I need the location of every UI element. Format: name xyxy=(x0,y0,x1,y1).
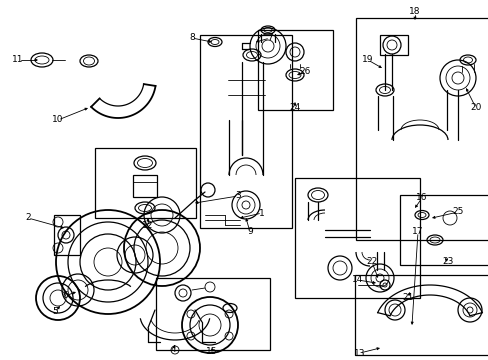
Text: 10: 10 xyxy=(52,116,63,125)
Bar xyxy=(294,178,419,298)
Bar xyxy=(354,275,488,355)
Text: 3: 3 xyxy=(235,192,241,201)
Text: 22: 22 xyxy=(366,257,377,266)
Text: 8: 8 xyxy=(189,33,195,42)
Text: 23: 23 xyxy=(442,257,453,266)
Text: 21: 21 xyxy=(402,293,413,302)
Text: 6: 6 xyxy=(62,292,68,301)
Bar xyxy=(399,195,488,265)
Text: 18: 18 xyxy=(408,8,420,17)
Text: 2: 2 xyxy=(25,213,31,222)
Text: 12: 12 xyxy=(142,220,153,230)
Bar xyxy=(133,175,157,197)
Bar xyxy=(258,30,332,110)
Text: 14: 14 xyxy=(351,275,363,284)
Text: 11: 11 xyxy=(12,55,24,64)
Text: 15: 15 xyxy=(206,347,217,356)
Text: 7: 7 xyxy=(266,33,272,42)
Text: 20: 20 xyxy=(469,104,481,112)
Text: 19: 19 xyxy=(362,55,373,64)
Bar xyxy=(200,35,291,228)
Text: 4: 4 xyxy=(170,346,176,355)
Text: 1: 1 xyxy=(259,208,264,217)
Text: 13: 13 xyxy=(353,348,365,357)
Text: 24: 24 xyxy=(289,104,300,112)
Text: 25: 25 xyxy=(451,207,463,216)
Bar xyxy=(355,18,488,240)
Text: 26: 26 xyxy=(299,68,310,77)
Text: 17: 17 xyxy=(411,228,423,237)
Bar xyxy=(379,35,407,55)
Text: 16: 16 xyxy=(415,194,427,202)
Text: 9: 9 xyxy=(246,228,252,237)
Bar xyxy=(156,278,269,350)
Bar xyxy=(95,148,196,218)
Bar xyxy=(54,215,80,255)
Text: 5: 5 xyxy=(52,307,58,316)
